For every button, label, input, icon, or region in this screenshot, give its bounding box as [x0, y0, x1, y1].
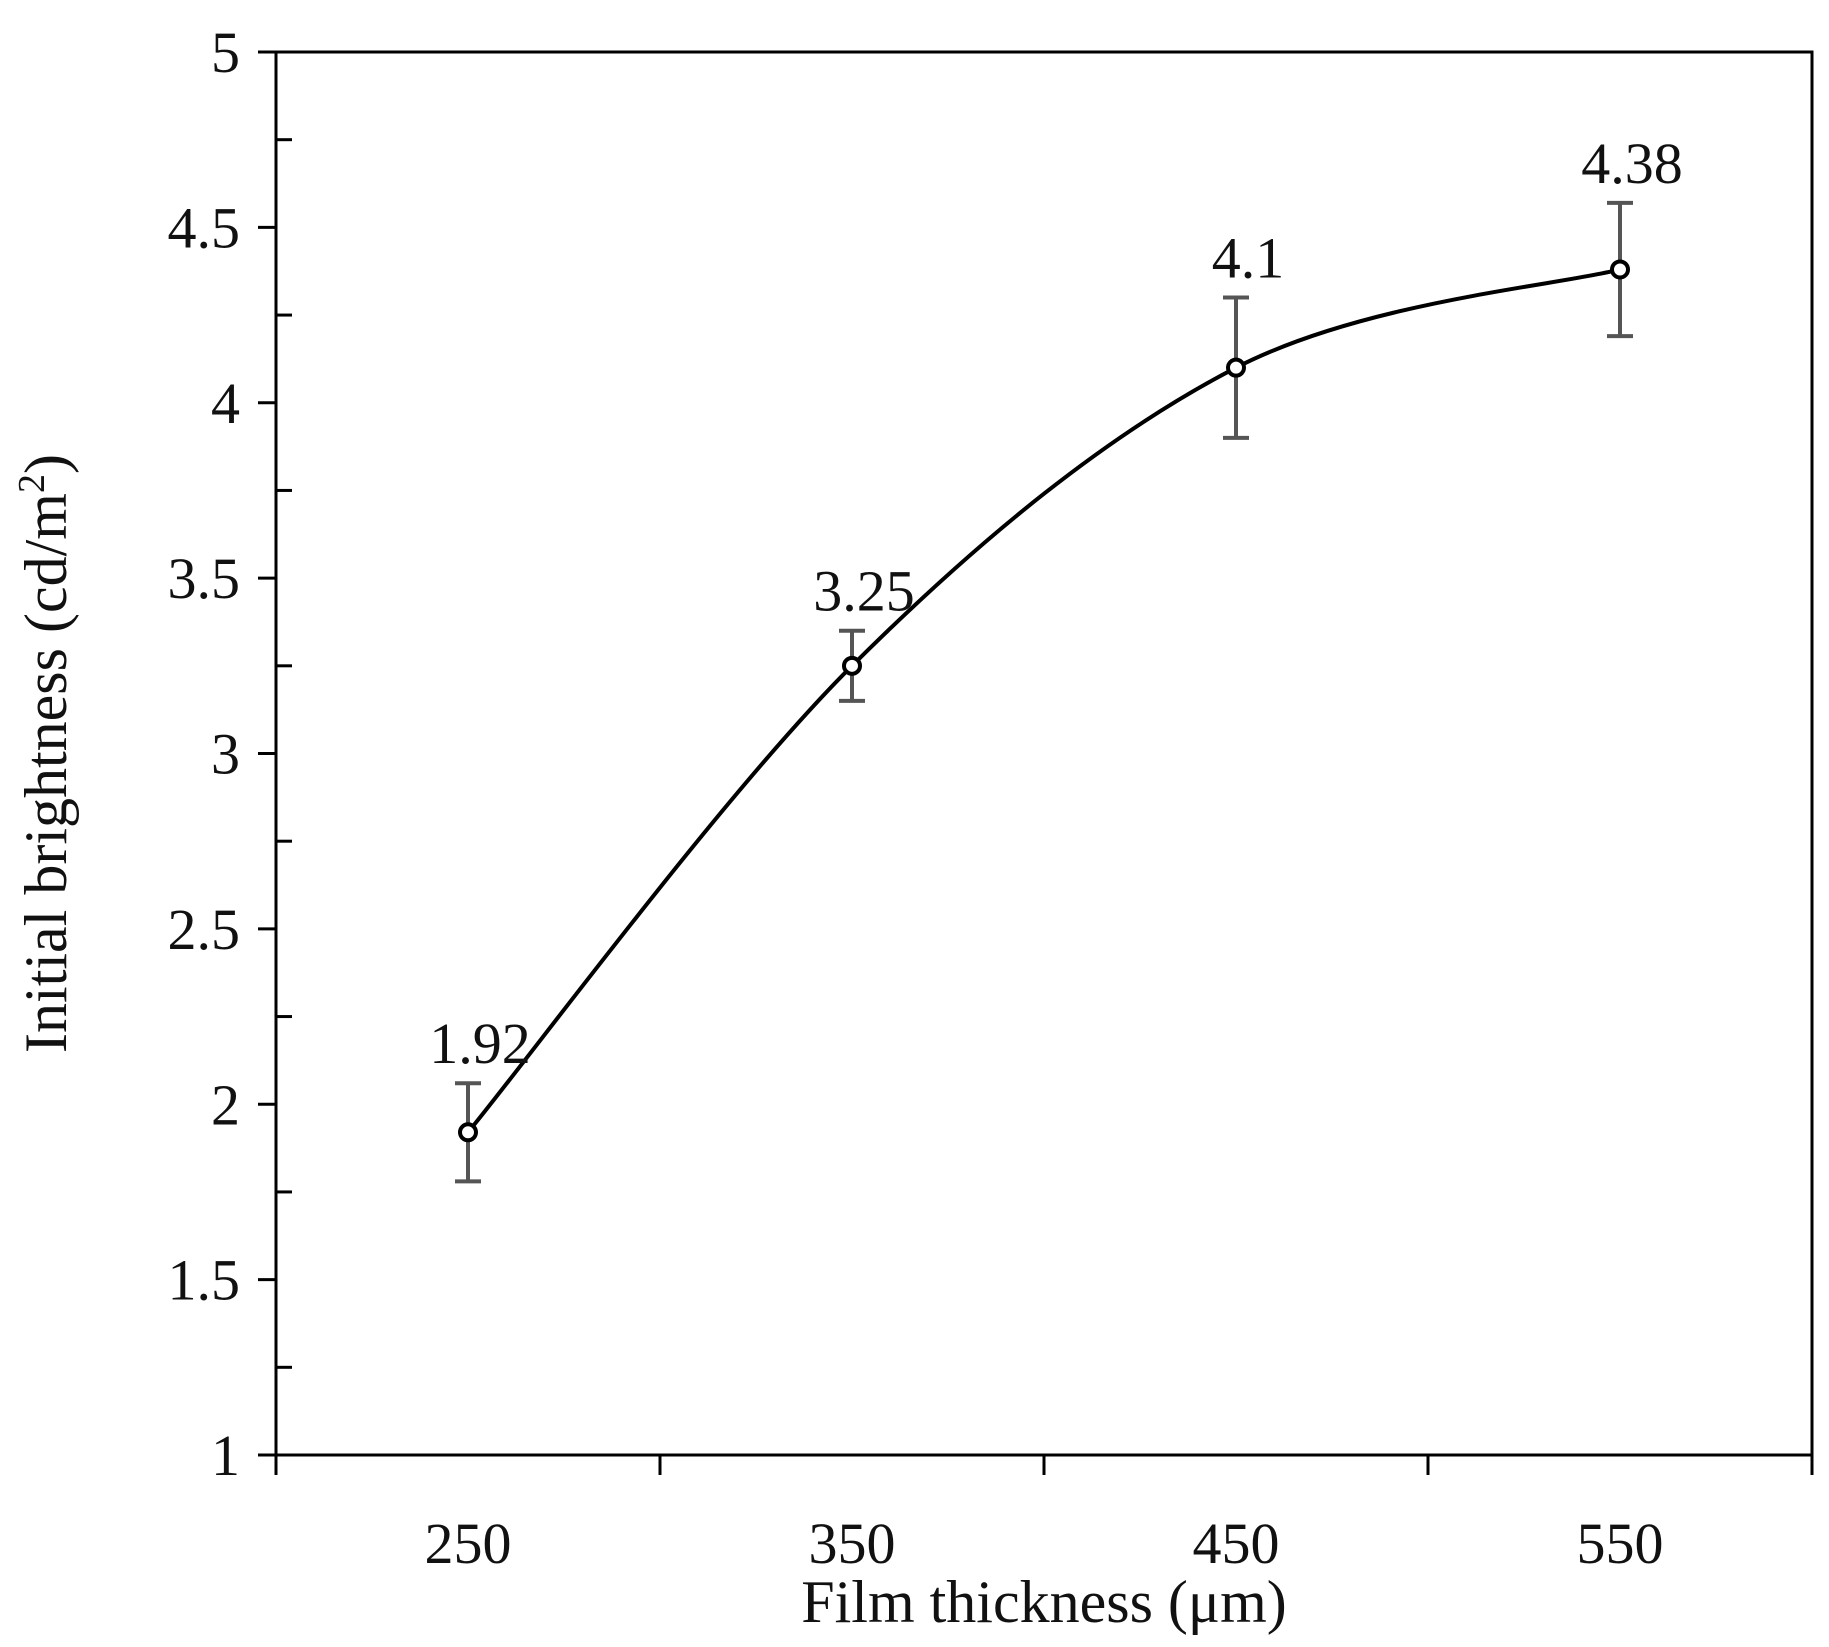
x-axis-title: Film thickness (μm) [801, 1569, 1286, 1635]
x-tick-label: 250 [425, 1511, 512, 1576]
y-tick-label: 4.5 [168, 195, 241, 260]
y-tick-label: 3.5 [168, 546, 241, 611]
y-axis-title: Initial brightness (cd/m2) [11, 454, 79, 1053]
data-label: 4.1 [1212, 226, 1285, 291]
x-tick-label: 350 [809, 1511, 896, 1576]
series [455, 200, 1633, 1184]
labels: 1 1.5 2 2.5 3 3.5 4 4.5 5 250 350 450 550 1.92 3.25 4.1… [168, 20, 1683, 1576]
data-point [1226, 357, 1246, 378]
y-tick-label: 2.5 [168, 897, 241, 962]
x-tick-label: 550 [1577, 1511, 1664, 1576]
data-label: 1.92 [429, 1011, 531, 1076]
y-tick-label: 4 [211, 371, 240, 436]
y-tick-label: 3 [211, 722, 240, 787]
series-line [466, 267, 1621, 1134]
y-axis-title-close: ) [13, 454, 79, 474]
axes [258, 50, 1814, 1475]
data-label: 3.25 [813, 559, 915, 624]
plot-frame [274, 50, 1814, 1457]
y-tick-label: 5 [211, 20, 240, 85]
y-tick-label: 1.5 [168, 1248, 241, 1313]
data-point [1610, 259, 1630, 280]
y-axis-title-superscript: 2 [11, 474, 53, 493]
y-tick-label: 2 [211, 1072, 240, 1137]
data-label: 4.38 [1581, 131, 1683, 196]
data-point [458, 1122, 478, 1143]
y-axis-title-text: Initial brightness (cd/m [13, 493, 79, 1053]
x-tick-label: 450 [1193, 1511, 1280, 1576]
data-point [842, 655, 862, 676]
y-tick-label: 1 [211, 1423, 240, 1488]
